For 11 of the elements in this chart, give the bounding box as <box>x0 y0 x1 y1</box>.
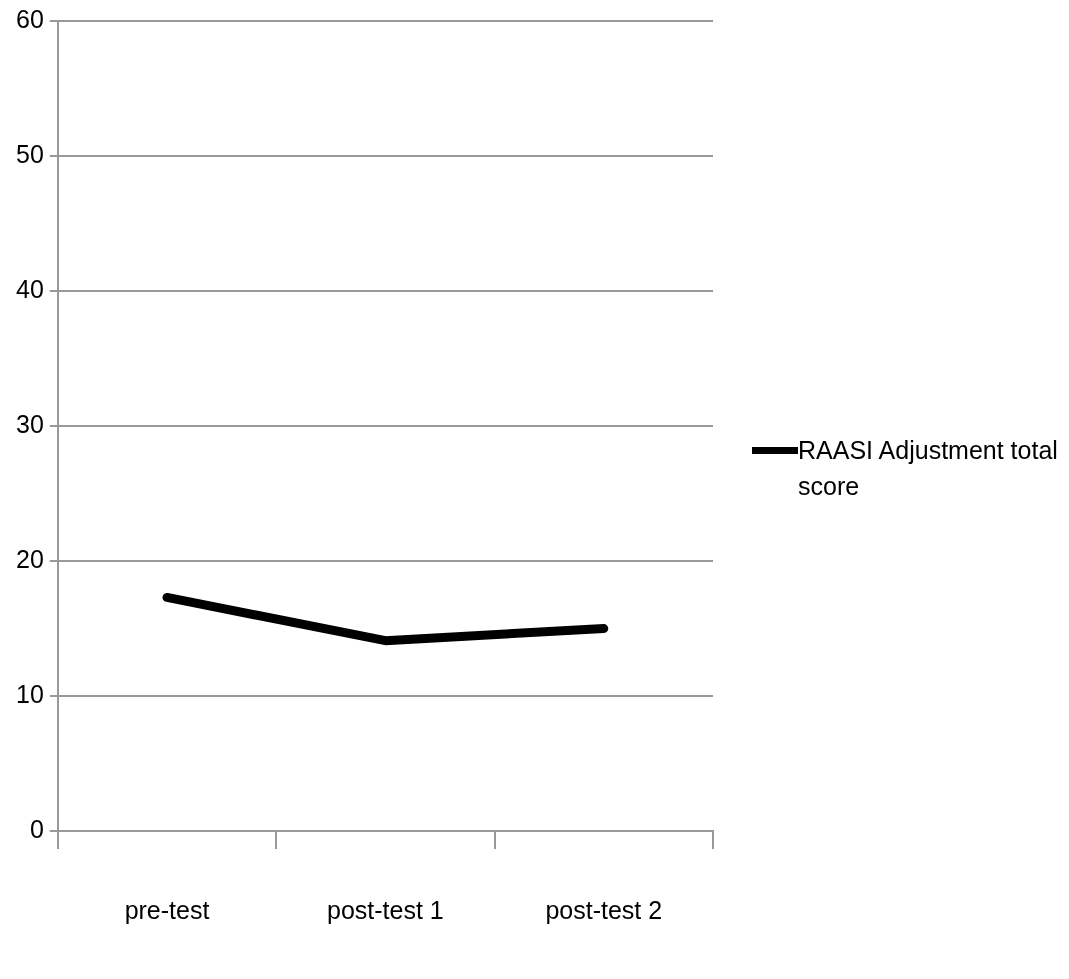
y-tick-label: 50 <box>16 139 44 168</box>
legend-label: RAASI Adjustment total score <box>798 435 1059 502</box>
y-tick-label: 20 <box>16 544 44 573</box>
x-tick-label: pre-test <box>124 895 210 924</box>
x-tick-label: post-test 2 <box>545 895 663 924</box>
x-tick-label: post-test 1 <box>327 895 444 924</box>
y-tick-label: 60 <box>16 4 44 33</box>
y-tick-label: 30 <box>16 409 44 438</box>
y-tick-label: 10 <box>16 679 44 708</box>
y-tick-label: 40 <box>16 274 44 303</box>
y-tick-label: 0 <box>29 814 44 843</box>
